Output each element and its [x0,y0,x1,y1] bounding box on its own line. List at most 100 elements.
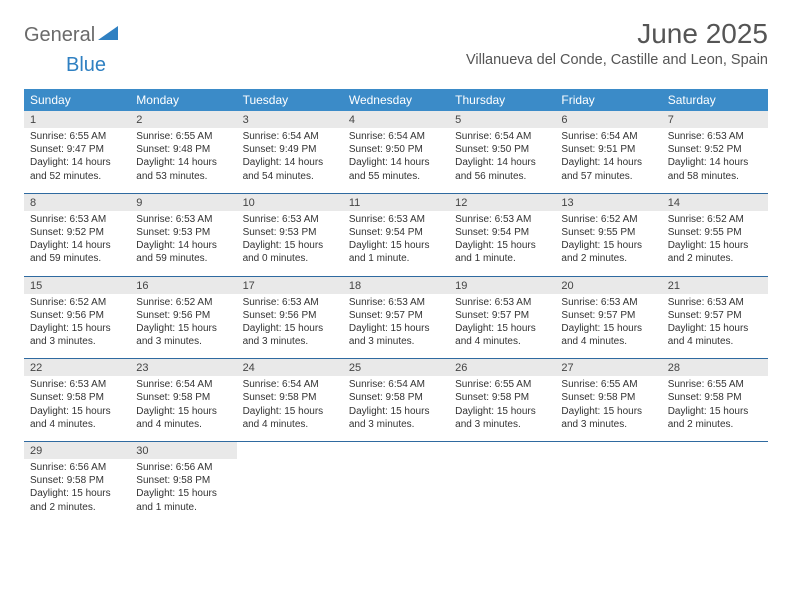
day-cell: Sunrise: 6:54 AMSunset: 9:58 PMDaylight:… [343,376,449,441]
day-number [662,442,768,459]
week: 22232425262728Sunrise: 6:53 AMSunset: 9:… [24,359,768,442]
daylight-line: Daylight: 14 hours and 56 minutes. [455,156,549,182]
daylight-line: Daylight: 15 hours and 2 minutes. [561,239,655,265]
day-cell: Sunrise: 6:53 AMSunset: 9:54 PMDaylight:… [343,211,449,276]
daylight-line: Daylight: 15 hours and 1 minute. [136,487,230,513]
daylight-line: Daylight: 15 hours and 4 minutes. [30,405,124,431]
day-cell-row: Sunrise: 6:53 AMSunset: 9:52 PMDaylight:… [24,211,768,277]
week: 2930 Sunrise: 6:56 AMSunset: 9:58 PMDayl… [24,442,768,524]
day-cell: Sunrise: 6:52 AMSunset: 9:55 PMDaylight:… [662,211,768,276]
day-number: 9 [130,194,236,211]
day-cell: Sunrise: 6:54 AMSunset: 9:49 PMDaylight:… [237,128,343,193]
sunset-line: Sunset: 9:50 PM [455,143,549,156]
sunset-line: Sunset: 9:50 PM [349,143,443,156]
weekday-label: Friday [555,89,661,111]
sunrise-line: Sunrise: 6:56 AM [136,461,230,474]
sunrise-line: Sunrise: 6:54 AM [243,378,337,391]
day-cell-row: Sunrise: 6:52 AMSunset: 9:56 PMDaylight:… [24,294,768,360]
calendar: SundayMondayTuesdayWednesdayThursdayFrid… [24,89,768,524]
day-number: 13 [555,194,661,211]
daylight-line: Daylight: 15 hours and 3 minutes. [136,322,230,348]
daylight-line: Daylight: 15 hours and 1 minute. [349,239,443,265]
day-cell: Sunrise: 6:54 AMSunset: 9:51 PMDaylight:… [555,128,661,193]
daylight-line: Daylight: 15 hours and 0 minutes. [243,239,337,265]
daylight-line: Daylight: 15 hours and 4 minutes. [243,405,337,431]
daylight-line: Daylight: 15 hours and 3 minutes. [349,405,443,431]
day-number: 20 [555,277,661,294]
daylight-line: Daylight: 15 hours and 4 minutes. [561,322,655,348]
day-number: 1 [24,111,130,128]
day-number: 27 [555,359,661,376]
day-number [237,442,343,459]
sunset-line: Sunset: 9:57 PM [668,309,762,322]
sunrise-line: Sunrise: 6:55 AM [561,378,655,391]
daylight-line: Daylight: 14 hours and 52 minutes. [30,156,124,182]
day-cell: Sunrise: 6:54 AMSunset: 9:58 PMDaylight:… [130,376,236,441]
day-cell: Sunrise: 6:56 AMSunset: 9:58 PMDaylight:… [130,459,236,524]
day-cell: Sunrise: 6:53 AMSunset: 9:53 PMDaylight:… [130,211,236,276]
weekday-label: Wednesday [343,89,449,111]
day-number: 3 [237,111,343,128]
day-number-row: 1234567 [24,111,768,128]
day-cell: Sunrise: 6:53 AMSunset: 9:53 PMDaylight:… [237,211,343,276]
day-number [449,442,555,459]
weekday-label: Sunday [24,89,130,111]
day-number: 25 [343,359,449,376]
sunset-line: Sunset: 9:58 PM [668,391,762,404]
month-title: June 2025 [466,18,768,50]
sunset-line: Sunset: 9:55 PM [561,226,655,239]
day-cell: Sunrise: 6:54 AMSunset: 9:58 PMDaylight:… [237,376,343,441]
day-number: 4 [343,111,449,128]
day-cell-row: Sunrise: 6:53 AMSunset: 9:58 PMDaylight:… [24,376,768,442]
daylight-line: Daylight: 15 hours and 3 minutes. [30,322,124,348]
daylight-line: Daylight: 15 hours and 4 minutes. [668,322,762,348]
daylight-line: Daylight: 15 hours and 4 minutes. [136,405,230,431]
day-number: 22 [24,359,130,376]
sunrise-line: Sunrise: 6:54 AM [349,130,443,143]
sunset-line: Sunset: 9:58 PM [136,474,230,487]
day-number: 30 [130,442,236,459]
day-cell: Sunrise: 6:53 AMSunset: 9:57 PMDaylight:… [449,294,555,359]
daylight-line: Daylight: 14 hours and 57 minutes. [561,156,655,182]
week: 891011121314Sunrise: 6:53 AMSunset: 9:52… [24,194,768,277]
daylight-line: Daylight: 14 hours and 58 minutes. [668,156,762,182]
day-cell: Sunrise: 6:55 AMSunset: 9:47 PMDaylight:… [24,128,130,193]
weekday-label: Monday [130,89,236,111]
day-number: 17 [237,277,343,294]
sunset-line: Sunset: 9:57 PM [455,309,549,322]
day-cell: Sunrise: 6:55 AMSunset: 9:58 PMDaylight:… [555,376,661,441]
sunrise-line: Sunrise: 6:52 AM [136,296,230,309]
day-cell [555,459,661,524]
daylight-line: Daylight: 15 hours and 2 minutes. [668,239,762,265]
sunrise-line: Sunrise: 6:52 AM [561,213,655,226]
day-number: 5 [449,111,555,128]
sunrise-line: Sunrise: 6:53 AM [243,213,337,226]
daylight-line: Daylight: 15 hours and 3 minutes. [455,405,549,431]
sunset-line: Sunset: 9:58 PM [30,391,124,404]
day-number: 21 [662,277,768,294]
day-number: 7 [662,111,768,128]
day-cell-row: Sunrise: 6:55 AMSunset: 9:47 PMDaylight:… [24,128,768,194]
sunrise-line: Sunrise: 6:55 AM [455,378,549,391]
day-cell: Sunrise: 6:53 AMSunset: 9:57 PMDaylight:… [343,294,449,359]
sunset-line: Sunset: 9:58 PM [136,391,230,404]
sunset-line: Sunset: 9:55 PM [668,226,762,239]
sunrise-line: Sunrise: 6:53 AM [349,213,443,226]
brand-text-general: General [24,24,95,47]
day-cell: Sunrise: 6:53 AMSunset: 9:57 PMDaylight:… [662,294,768,359]
sunrise-line: Sunrise: 6:52 AM [668,213,762,226]
sunset-line: Sunset: 9:56 PM [30,309,124,322]
week: 15161718192021Sunrise: 6:52 AMSunset: 9:… [24,277,768,360]
day-number: 10 [237,194,343,211]
weeks-container: 1234567Sunrise: 6:55 AMSunset: 9:47 PMDa… [24,111,768,524]
day-cell: Sunrise: 6:52 AMSunset: 9:55 PMDaylight:… [555,211,661,276]
sunset-line: Sunset: 9:58 PM [30,474,124,487]
daylight-line: Daylight: 15 hours and 2 minutes. [668,405,762,431]
daylight-line: Daylight: 14 hours and 54 minutes. [243,156,337,182]
sunrise-line: Sunrise: 6:53 AM [668,296,762,309]
sunset-line: Sunset: 9:54 PM [349,226,443,239]
sunset-line: Sunset: 9:52 PM [668,143,762,156]
sunrise-line: Sunrise: 6:53 AM [561,296,655,309]
sunrise-line: Sunrise: 6:55 AM [136,130,230,143]
daylight-line: Daylight: 15 hours and 3 minutes. [243,322,337,348]
